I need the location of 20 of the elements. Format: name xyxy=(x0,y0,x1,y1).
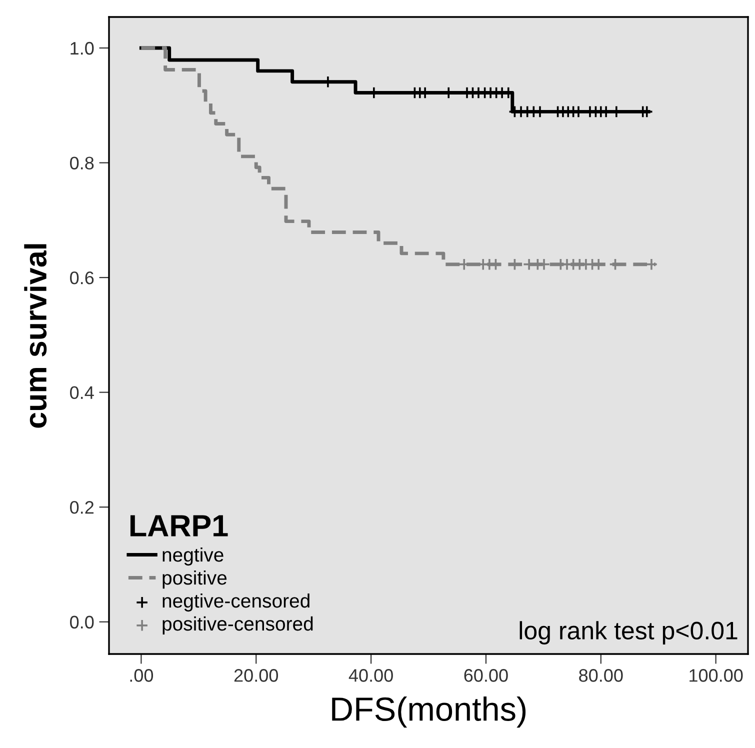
y-tick-label: 0.8 xyxy=(70,156,94,170)
y-tick-label: 0.6 xyxy=(70,271,94,284)
y-tick-label: 0.2 xyxy=(70,501,94,514)
y-tick-label: 0.4 xyxy=(70,386,94,400)
y-tick-label: 0.0 xyxy=(70,616,94,629)
legend-title: LARP1 xyxy=(130,515,228,536)
y-axis-title: cum survival xyxy=(24,244,47,428)
x-tick-label: 20.00 xyxy=(234,669,278,682)
legend-label: positive xyxy=(162,570,227,589)
x-axis-title: DFS(months) xyxy=(332,696,526,728)
x-tick-label: 40.00 xyxy=(348,669,393,682)
x-tick-label: .00 xyxy=(130,669,154,682)
x-tick-label: 100.00 xyxy=(690,669,743,682)
legend-label: negtive xyxy=(162,547,224,566)
legend-label: negtive-censored xyxy=(162,593,310,612)
x-tick-label: 80.00 xyxy=(579,669,623,682)
annotation: log rank test p<0.01 xyxy=(520,621,738,644)
legend-label: positive-censored xyxy=(162,616,313,635)
y-tick-label: 1.0 xyxy=(70,42,94,55)
x-tick-label: 60.00 xyxy=(464,669,508,682)
